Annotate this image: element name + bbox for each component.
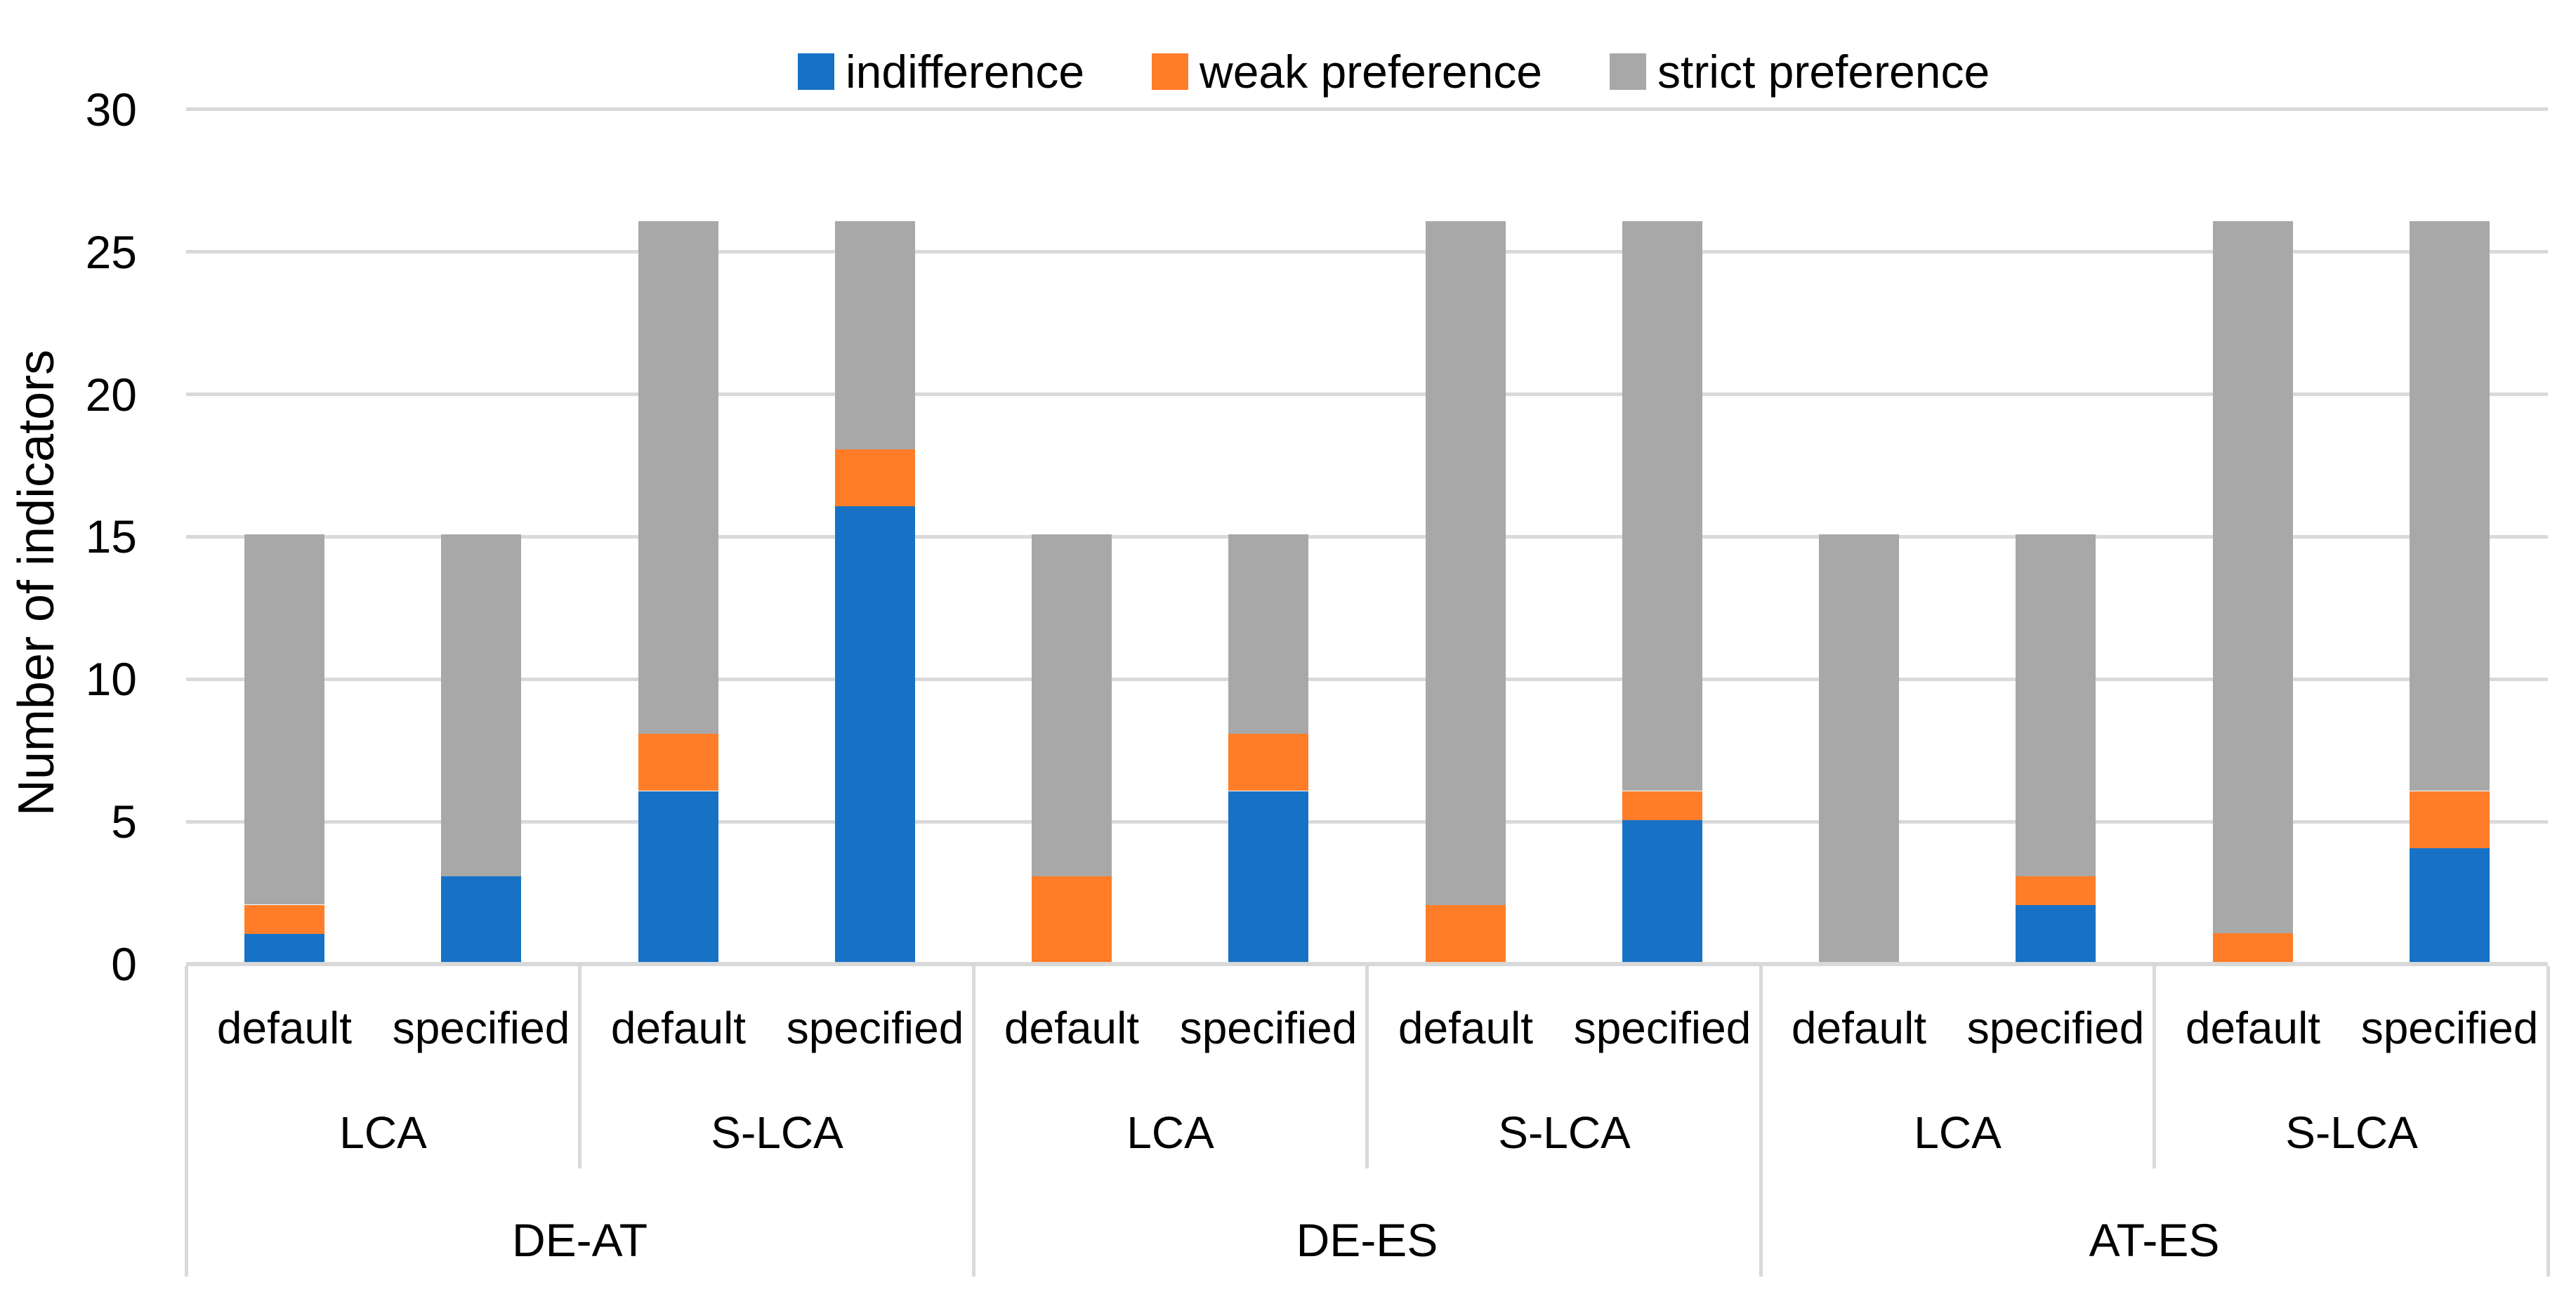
bar-segment-weak_preference bbox=[2213, 933, 2293, 962]
x-label-specified: specified bbox=[786, 1003, 964, 1053]
gridline-30 bbox=[186, 107, 2548, 111]
bar-segment-indifference bbox=[835, 506, 915, 962]
subgroup-divider bbox=[1365, 966, 1369, 1168]
bar-segment-weak_preference bbox=[638, 734, 718, 791]
bar-segment-strict_preference bbox=[1228, 534, 1308, 734]
gridline-5 bbox=[186, 820, 2548, 824]
legend-label-strict_preference: strict preference bbox=[1657, 46, 1990, 98]
bar-segment-indifference bbox=[638, 791, 718, 962]
y-tick-label-30: 30 bbox=[85, 84, 137, 136]
bar-segment-strict_preference bbox=[1819, 534, 1899, 962]
bar-segment-strict_preference bbox=[1622, 221, 1702, 791]
category-divider bbox=[185, 966, 188, 1277]
x-axis-line bbox=[186, 962, 2548, 966]
bar-segment-weak_preference bbox=[1622, 791, 1702, 820]
bar-segment-strict_preference bbox=[638, 221, 718, 734]
legend: indifference weak preference strict prefer… bbox=[798, 41, 1990, 103]
subgroup-divider bbox=[2153, 966, 2156, 1168]
subgroup-label-S-LCA: S-LCA bbox=[2285, 1107, 2418, 1158]
bar-segment-weak_preference bbox=[2016, 876, 2096, 905]
bar-segment-strict_preference bbox=[835, 221, 915, 449]
y-tick-label-10: 10 bbox=[85, 653, 137, 705]
bar-segment-strict_preference bbox=[1426, 221, 1506, 905]
legend-label-weak_preference: weak preference bbox=[1200, 46, 1542, 98]
y-tick-label-25: 25 bbox=[85, 226, 137, 278]
bar-segment-strict_preference bbox=[2410, 221, 2490, 791]
bar-segment-strict_preference bbox=[1032, 534, 1112, 876]
x-label-default: default bbox=[1398, 1003, 1534, 1053]
group-label-DE-AT: DE-AT bbox=[511, 1214, 648, 1266]
subgroup-label-LCA: LCA bbox=[339, 1107, 427, 1158]
bar-segment-indifference bbox=[244, 933, 324, 962]
legend-label-indifference: indifference bbox=[846, 46, 1085, 98]
legend-item-strict_preference: strict preference bbox=[1609, 46, 1990, 98]
gridline-15 bbox=[186, 535, 2548, 539]
x-label-default: default bbox=[610, 1003, 747, 1053]
legend-item-indifference: indifference bbox=[798, 48, 1084, 95]
subgroup-divider bbox=[578, 966, 581, 1168]
group-label-DE-ES: DE-ES bbox=[1296, 1214, 1438, 1266]
legend-swatch-indifference bbox=[798, 53, 834, 90]
gridline-20 bbox=[186, 393, 2548, 396]
x-label-specified: specified bbox=[1573, 1003, 1752, 1053]
group-label-AT-ES: AT-ES bbox=[2089, 1214, 2220, 1266]
bar-segment-indifference bbox=[2016, 905, 2096, 962]
subgroup-label-LCA: LCA bbox=[1126, 1107, 1214, 1158]
bar-segment-weak_preference bbox=[835, 449, 915, 506]
bar-segment-weak_preference bbox=[244, 905, 324, 934]
y-tick-label-20: 20 bbox=[85, 369, 137, 421]
x-label-specified: specified bbox=[392, 1003, 570, 1053]
x-label-specified: specified bbox=[1179, 1003, 1358, 1053]
legend-item-weak_preference: weak preference bbox=[1152, 48, 1542, 95]
legend-swatch-weak_preference bbox=[1152, 53, 1189, 90]
x-label-default: default bbox=[216, 1003, 353, 1053]
subgroup-label-S-LCA: S-LCA bbox=[1498, 1107, 1631, 1158]
bar-segment-weak_preference bbox=[1228, 734, 1308, 791]
y-tick-label-0: 0 bbox=[111, 938, 137, 990]
gridline-25 bbox=[186, 250, 2548, 253]
x-label-default: default bbox=[2185, 1003, 2321, 1053]
legend-swatch-strict_preference bbox=[1609, 53, 1646, 90]
gridline-10 bbox=[186, 678, 2548, 681]
y-tick-label-5: 5 bbox=[111, 796, 137, 848]
bar-segment-indifference bbox=[2410, 848, 2490, 962]
category-divider bbox=[2547, 966, 2550, 1277]
subgroup-label-S-LCA: S-LCA bbox=[711, 1107, 843, 1158]
x-label-default: default bbox=[1004, 1003, 1140, 1053]
bar-segment-strict_preference bbox=[2016, 534, 2096, 876]
category-divider bbox=[972, 966, 975, 1277]
bar-segment-weak_preference bbox=[2410, 791, 2490, 848]
bar-segment-indifference bbox=[441, 876, 521, 962]
bar-segment-weak_preference bbox=[1426, 905, 1506, 962]
bar-segment-strict_preference bbox=[441, 534, 521, 876]
bar-segment-weak_preference bbox=[1032, 876, 1112, 962]
y-tick-label-15: 15 bbox=[85, 510, 137, 562]
bar-segment-indifference bbox=[1622, 819, 1702, 962]
bar-segment-strict_preference bbox=[244, 534, 324, 904]
bar-segment-strict_preference bbox=[2213, 221, 2293, 933]
x-label-specified: specified bbox=[1966, 1003, 2145, 1053]
x-label-specified: specified bbox=[2360, 1003, 2539, 1053]
category-divider bbox=[1759, 966, 1763, 1277]
bar-segment-indifference bbox=[1228, 791, 1308, 962]
x-label-default: default bbox=[1791, 1003, 1927, 1053]
subgroup-label-LCA: LCA bbox=[1914, 1107, 2002, 1158]
